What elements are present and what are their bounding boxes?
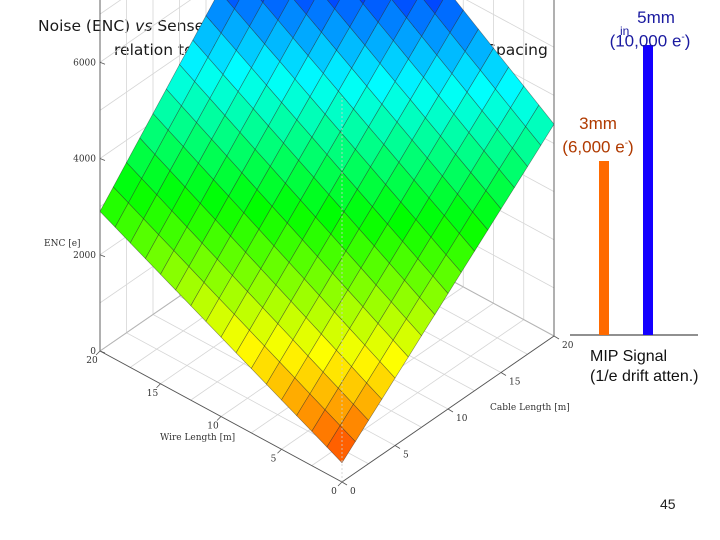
x-tick-label: 5 xyxy=(271,454,277,464)
x-tick xyxy=(156,383,161,389)
x-tick xyxy=(277,448,282,454)
y-tick-label: 15 xyxy=(509,378,521,388)
y-tick-label: 20 xyxy=(562,341,574,351)
x-tick xyxy=(216,416,222,421)
y-tick xyxy=(394,445,401,449)
bar-3mm-sup: - xyxy=(624,138,629,149)
bar-label-5mm-value: (10,000 e-) xyxy=(600,28,700,52)
z-tick xyxy=(99,158,106,161)
mip-label-line-1: MIP Signal xyxy=(590,348,668,365)
x-tick-label: 20 xyxy=(86,356,98,366)
title-vs: vs xyxy=(135,17,153,35)
y-tick xyxy=(500,372,507,376)
y-axis-label: Cable Length [m] xyxy=(490,403,570,413)
bar-5mm-value-text: (10,000 e xyxy=(609,31,682,51)
x-axis-label: Wire Length [m] xyxy=(160,433,235,443)
bar-3mm-close: ) xyxy=(628,137,634,157)
y-tick xyxy=(447,408,454,413)
z-tick-label: 6000 xyxy=(73,58,96,68)
mip-label-line-2: (1/e drift atten.) xyxy=(590,368,699,385)
x-tick xyxy=(337,481,343,487)
enc-surface xyxy=(99,0,555,464)
z-tick xyxy=(99,350,106,354)
mip-bar-3mm xyxy=(599,161,609,335)
y-tick xyxy=(341,481,348,486)
surface-cell xyxy=(326,425,356,464)
bar-5mm-close: ) xyxy=(684,31,691,51)
bar-label-3mm-value: (6,000 e-) xyxy=(548,134,648,158)
y-tick-label: 10 xyxy=(456,414,468,424)
bar-label-5mm: 5mm (10,000 e-) xyxy=(600,8,700,52)
mip-bars xyxy=(570,45,698,336)
y-tick-label: 5 xyxy=(403,451,409,461)
z-tick-label: 4000 xyxy=(73,155,96,165)
grid-line xyxy=(99,0,192,63)
y-tick xyxy=(553,335,560,340)
bar-5mm-sup: - xyxy=(681,32,685,43)
bar-label-3mm-top: 3mm xyxy=(579,114,617,133)
z-tick xyxy=(99,254,106,258)
surface-cell xyxy=(359,0,366,5)
z-tick xyxy=(99,61,106,65)
bar-3mm-value-text: (6,000 e xyxy=(562,137,625,157)
y-tick-label: 0 xyxy=(350,487,356,497)
axis-ticks: 020004000600080000510152005101520 xyxy=(73,58,574,497)
z-tick-label: 2000 xyxy=(73,251,96,261)
x-tick xyxy=(95,350,101,356)
bar-label-5mm-top: 5mm xyxy=(637,8,675,27)
title-text-a: Noise (ENC) xyxy=(38,17,136,35)
x-tick-label: 15 xyxy=(147,389,159,399)
grid-line xyxy=(465,0,555,48)
bar-label-3mm: 3mm (6,000 e-) xyxy=(548,114,648,158)
surface-cell xyxy=(326,0,340,10)
page-number: 45 xyxy=(660,496,676,512)
z-axis-label: ENC [e] xyxy=(44,239,81,249)
surface-cell xyxy=(226,0,240,10)
mip-axis-label: MIP Signal (1/e drift atten.) xyxy=(590,347,699,387)
overlap-text: in xyxy=(620,24,630,38)
x-tick-label: 0 xyxy=(331,487,337,497)
z-tick-label: 0 xyxy=(90,347,96,357)
mip-bar-5mm xyxy=(643,45,653,335)
x-tick-label: 10 xyxy=(207,422,219,432)
